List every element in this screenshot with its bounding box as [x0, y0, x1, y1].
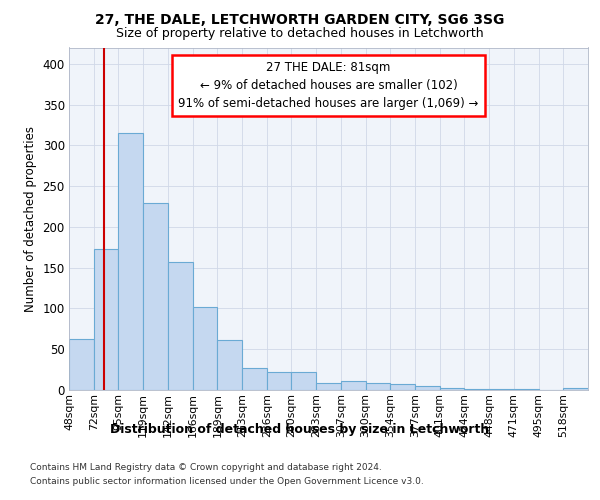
Text: 27 THE DALE: 81sqm
← 9% of detached houses are smaller (102)
91% of semi-detache: 27 THE DALE: 81sqm ← 9% of detached hous…: [178, 61, 479, 110]
Bar: [514, 389, 539, 390]
Bar: [193, 307, 217, 390]
Bar: [365, 382, 390, 390]
Bar: [94, 249, 118, 390]
Text: 27, THE DALE, LETCHWORTH GARDEN CITY, SG6 3SG: 27, THE DALE, LETCHWORTH GARDEN CITY, SG…: [95, 12, 505, 26]
Bar: [168, 262, 193, 390]
Text: Size of property relative to detached houses in Letchworth: Size of property relative to detached ho…: [116, 28, 484, 40]
Bar: [267, 372, 292, 390]
Text: Contains HM Land Registry data © Crown copyright and database right 2024.: Contains HM Land Registry data © Crown c…: [30, 462, 382, 471]
Bar: [242, 368, 267, 390]
Y-axis label: Number of detached properties: Number of detached properties: [24, 126, 37, 312]
Text: Contains public sector information licensed under the Open Government Licence v3: Contains public sector information licen…: [30, 478, 424, 486]
Bar: [341, 381, 365, 390]
Bar: [440, 388, 464, 390]
Bar: [464, 389, 489, 390]
Bar: [563, 388, 588, 390]
Bar: [390, 384, 415, 390]
Bar: [69, 338, 94, 390]
Bar: [292, 372, 316, 390]
Bar: [217, 340, 242, 390]
Bar: [143, 204, 168, 390]
Bar: [489, 389, 514, 390]
Text: Distribution of detached houses by size in Letchworth: Distribution of detached houses by size …: [110, 422, 490, 436]
Bar: [118, 133, 143, 390]
Bar: [316, 382, 341, 390]
Bar: [415, 386, 440, 390]
